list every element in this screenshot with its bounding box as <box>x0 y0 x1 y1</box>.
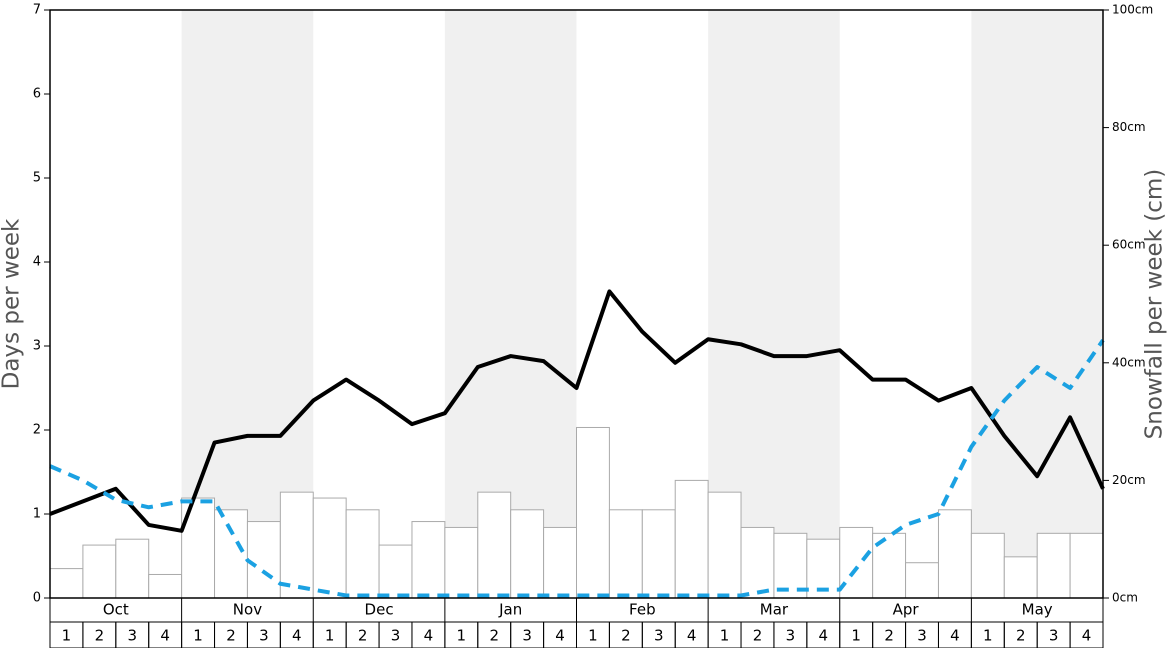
x-tick-label: 1 <box>588 627 598 645</box>
x-tick-label: 2 <box>753 627 763 645</box>
bar <box>674 479 709 599</box>
bar <box>1036 532 1071 599</box>
month-label: Apr <box>893 601 920 619</box>
y-tick-label: 7 <box>33 3 41 18</box>
y-tick-label: 0 <box>33 591 41 606</box>
bar <box>49 568 84 599</box>
bar <box>608 509 643 599</box>
bar <box>1003 556 1038 599</box>
x-tick-label: 2 <box>621 627 631 645</box>
x-tick-label: 4 <box>1082 627 1092 645</box>
month-label: Dec <box>365 601 394 619</box>
bar <box>970 532 1005 599</box>
x-tick-label: 3 <box>1049 627 1059 645</box>
y-tick-label: 1 <box>33 507 41 522</box>
x-tick-label: 3 <box>127 627 137 645</box>
y2-tick-label: 40cm <box>1112 355 1146 369</box>
week-cell <box>1069 621 1104 648</box>
x-tick-label: 4 <box>292 627 302 645</box>
bar <box>707 491 742 599</box>
y2-tick-label: 0cm <box>1112 591 1138 605</box>
bar <box>510 509 545 599</box>
bar <box>937 509 972 599</box>
x-tick-label: 3 <box>654 627 664 645</box>
x-tick-label: 4 <box>424 627 434 645</box>
bar <box>345 509 380 599</box>
x-tick-label: 4 <box>950 627 960 645</box>
x-tick-label: 3 <box>259 627 269 645</box>
y-tick-label: 5 <box>33 171 41 186</box>
month-label: Feb <box>629 601 656 619</box>
y2-axis-title: Snowfall per week (cm) <box>1142 169 1168 440</box>
y-tick-label: 6 <box>33 87 41 102</box>
x-tick-label: 1 <box>983 627 993 645</box>
bar <box>411 521 446 599</box>
y-tick-label: 2 <box>33 423 41 438</box>
x-tick-label: 4 <box>555 627 565 645</box>
bar <box>905 562 939 599</box>
month-band <box>971 10 1103 598</box>
x-tick-label: 1 <box>457 627 467 645</box>
line-series <box>49 289 1105 533</box>
x-tick-label: 4 <box>160 627 170 645</box>
y2-tick-label: 100cm <box>1112 3 1153 17</box>
bar <box>312 497 347 599</box>
bar <box>641 509 676 599</box>
month-label: Mar <box>760 601 789 619</box>
x-tick-label: 1 <box>720 627 730 645</box>
y2-tick-label: 80cm <box>1112 120 1146 134</box>
month-label: Nov <box>233 601 262 619</box>
bar <box>82 544 117 599</box>
x-tick-label: 4 <box>687 627 697 645</box>
y-tick-label: 4 <box>33 255 41 270</box>
x-tick-label: 3 <box>917 627 927 645</box>
y-axis-title: Days per week <box>0 218 25 389</box>
y2-tick-label: 60cm <box>1112 238 1146 252</box>
x-tick-label: 1 <box>193 627 203 645</box>
bar <box>1069 532 1104 599</box>
month-label: May <box>1022 601 1053 619</box>
x-tick-label: 4 <box>819 627 829 645</box>
bar <box>477 491 512 599</box>
y-tick-label: 3 <box>33 339 41 354</box>
x-tick-label: 3 <box>391 627 401 645</box>
y2-tick-label: 20cm <box>1112 473 1146 487</box>
month-label: Jan <box>498 601 522 619</box>
bar <box>115 538 150 599</box>
bar <box>279 491 314 599</box>
x-tick-label: 1 <box>851 627 861 645</box>
bar <box>444 526 479 599</box>
x-tick-label: 2 <box>95 627 105 645</box>
bar <box>740 526 775 599</box>
x-tick-label: 3 <box>522 627 532 645</box>
bar <box>148 573 183 599</box>
x-tick-label: 3 <box>786 627 796 645</box>
x-tick-label: 1 <box>325 627 335 645</box>
x-tick-label: 2 <box>489 627 499 645</box>
bar <box>839 526 874 599</box>
bar <box>378 544 413 599</box>
bar <box>246 521 281 599</box>
x-tick-label: 1 <box>62 627 72 645</box>
month-label: Oct <box>103 601 129 619</box>
bar <box>543 526 577 599</box>
bar <box>576 426 610 599</box>
x-tick-label: 2 <box>358 627 368 645</box>
x-tick-label: 2 <box>226 627 236 645</box>
bar <box>214 509 248 599</box>
x-tick-label: 2 <box>884 627 894 645</box>
x-tick-label: 2 <box>1016 627 1026 645</box>
